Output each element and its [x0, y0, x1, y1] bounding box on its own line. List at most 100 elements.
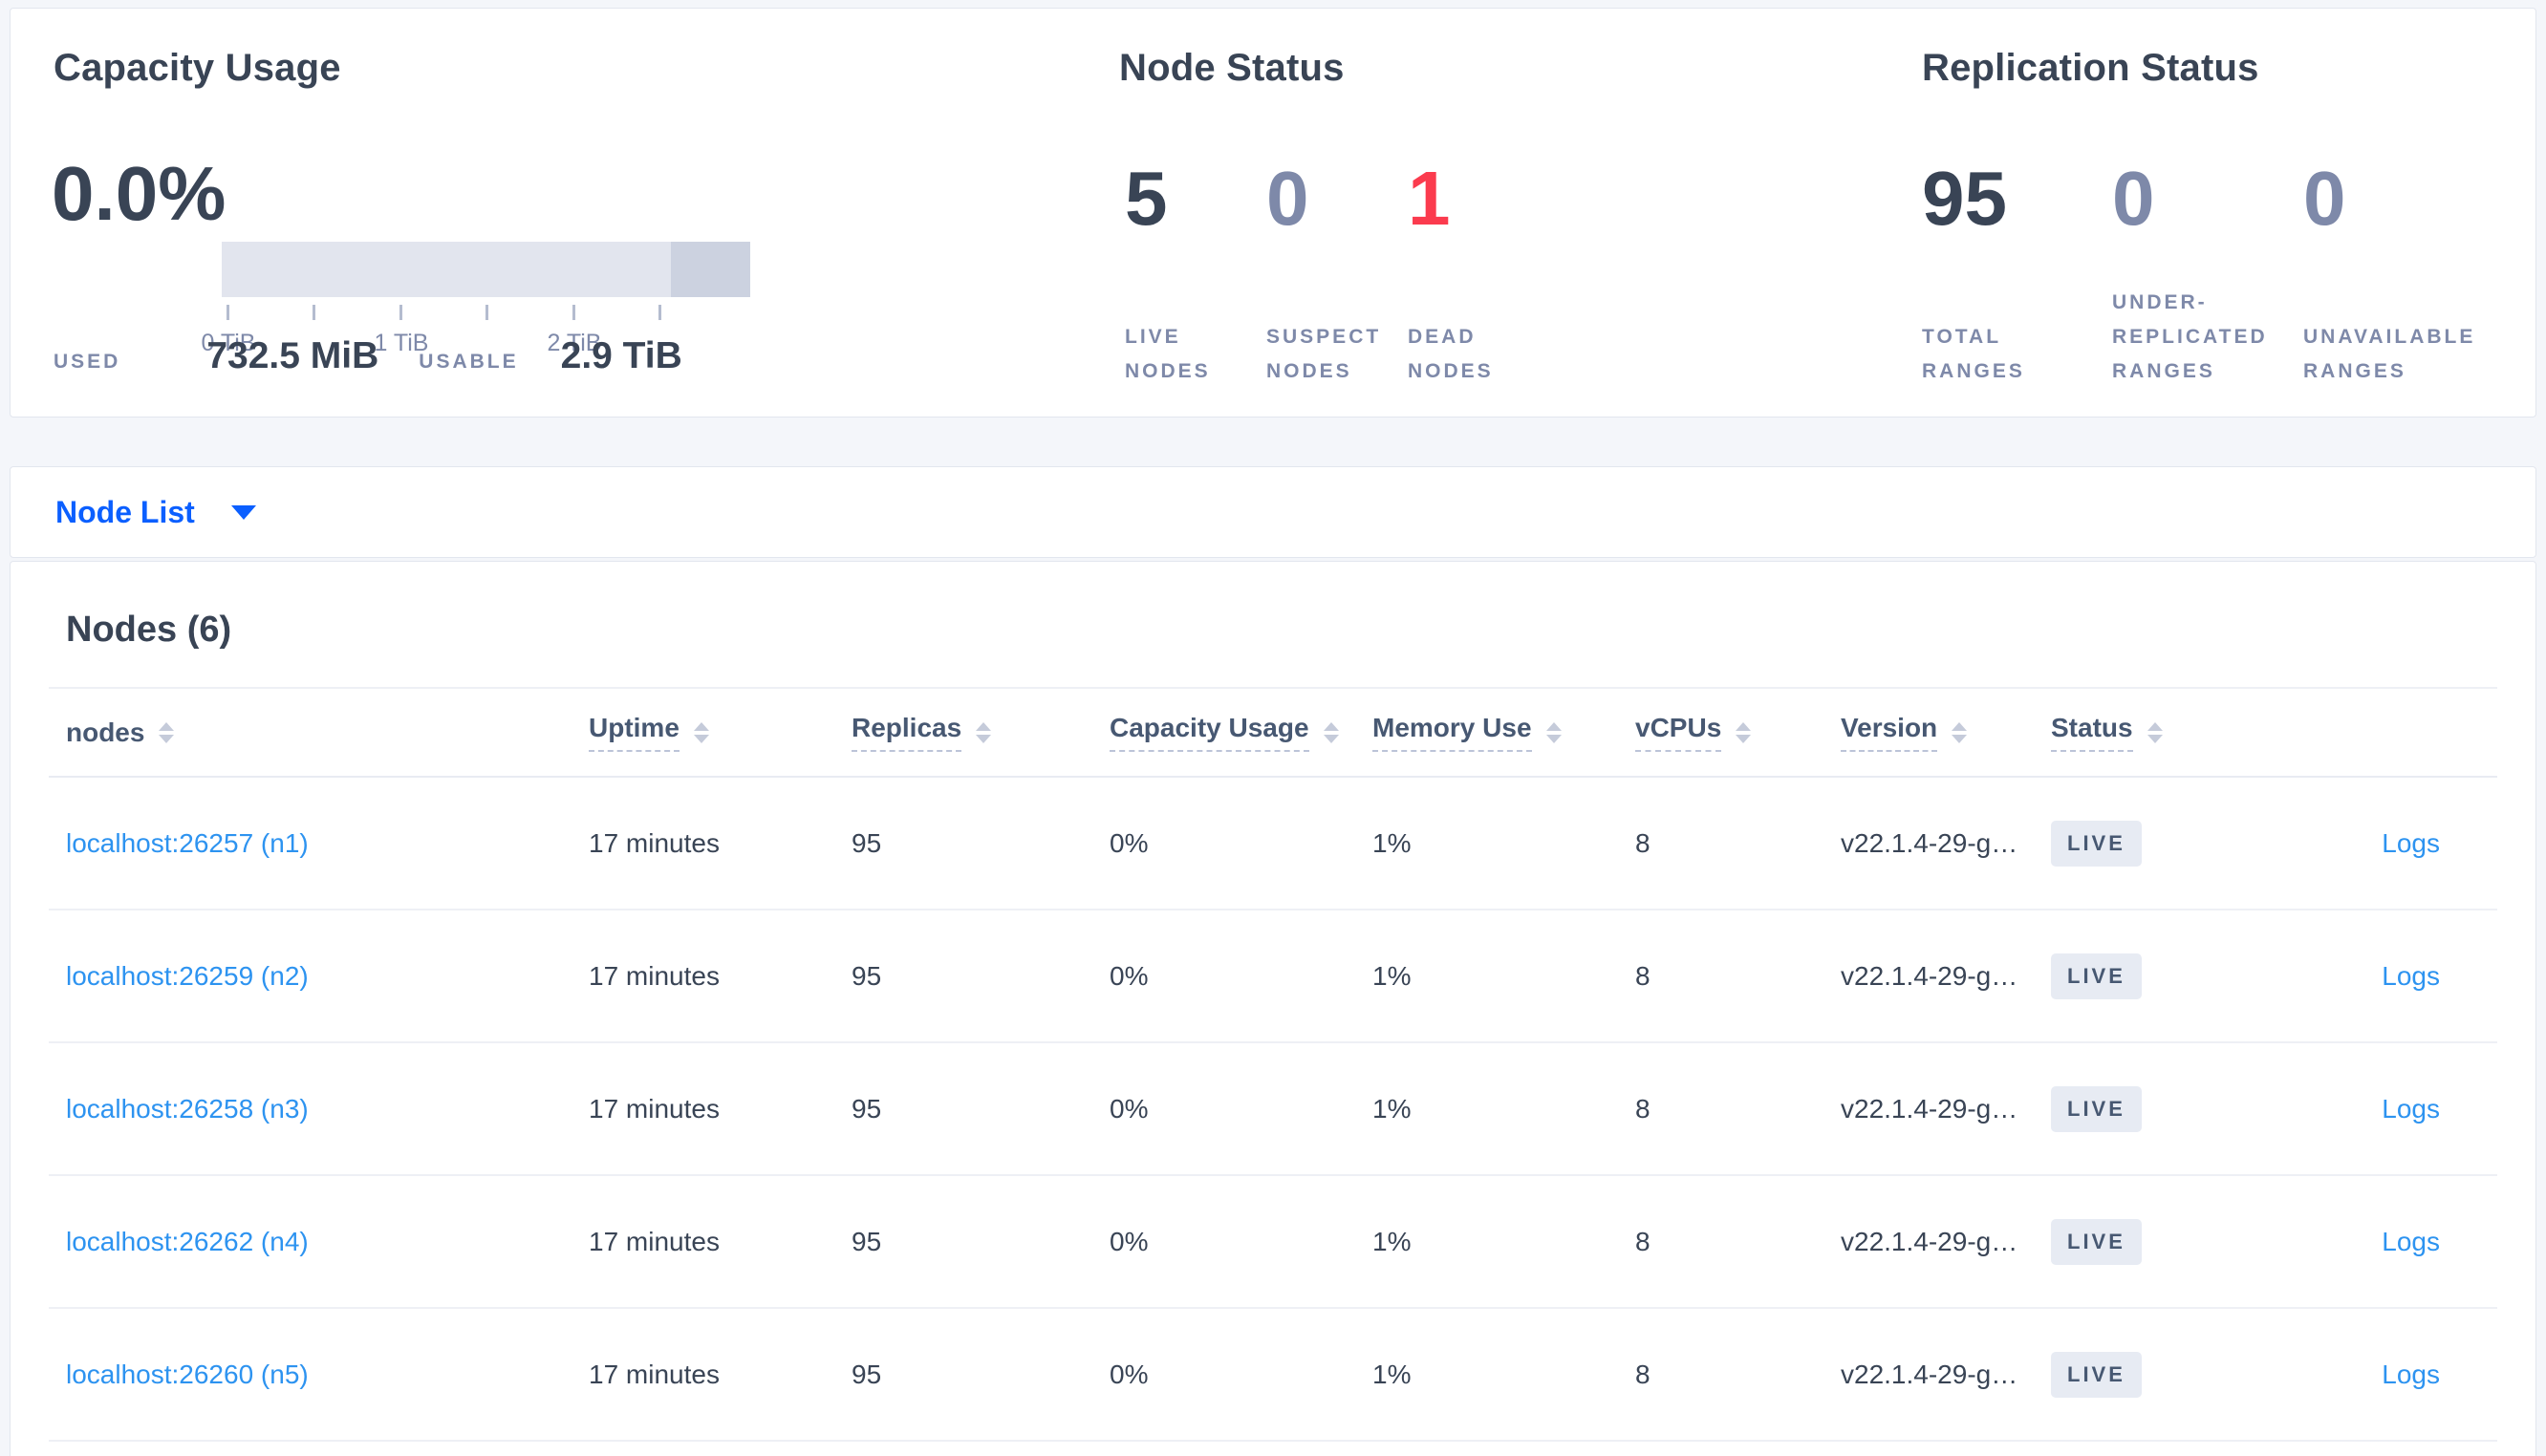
nodes-table-title: Nodes (6): [66, 610, 232, 650]
version-cell: v22.1.4-29-g…: [1841, 827, 2018, 858]
under-replicated-label: UNDER-REPLICATED RANGES: [2112, 291, 2268, 382]
capacity-bar-used-segment: [671, 242, 750, 297]
vcpus-cell: 8: [1635, 960, 1651, 991]
replicas-cell: 95: [852, 1359, 882, 1389]
sort-icon: [976, 721, 992, 743]
dead-nodes-label: DEAD NODES: [1408, 326, 1494, 382]
nodes-table: nodes Uptime Replicas Capacity Usage Mem…: [49, 687, 2497, 1442]
capacity-usage-cell: 0%: [1110, 827, 1149, 858]
node-link[interactable]: localhost:26262 (n4): [66, 1226, 309, 1256]
memory-use-cell: 1%: [1372, 1359, 1412, 1389]
logs-link[interactable]: Logs: [2382, 1093, 2440, 1124]
memory-use-cell: 1%: [1372, 827, 1412, 858]
sort-icon: [159, 721, 175, 743]
unavailable-ranges-stat: 0 UNAVAILABLE RANGES: [2303, 160, 2537, 389]
capacity-used-percent: 0.0%: [52, 151, 227, 236]
table-row: localhost:26257 (n1) 17 minutes 95 0% 1%…: [49, 778, 2497, 910]
column-header-status[interactable]: Status: [2051, 713, 2271, 752]
column-header-uptime[interactable]: Uptime: [589, 713, 852, 752]
memory-use-cell: 1%: [1372, 1226, 1412, 1256]
capacity-usage-cell: 0%: [1110, 1226, 1149, 1256]
column-header-nodes[interactable]: nodes: [66, 717, 589, 748]
suspect-nodes-label: SUSPECT NODES: [1266, 326, 1382, 382]
total-ranges-label: TOTAL RANGES: [1922, 326, 2025, 382]
sort-icon: [2147, 721, 2163, 743]
nodes-table-panel: Nodes (6) nodes Uptime Replicas Capacity…: [10, 561, 2536, 1456]
sort-icon: [1323, 721, 1339, 743]
live-nodes-count: 5: [1125, 156, 1168, 241]
table-row: localhost:26259 (n2) 17 minutes 95 0% 1%…: [49, 910, 2497, 1043]
dead-nodes-count: 1: [1408, 156, 1451, 241]
sort-icon: [1545, 721, 1562, 743]
capacity-usage-title: Capacity Usage: [54, 47, 341, 89]
dead-nodes-stat: 1 DEAD NODES: [1408, 160, 1565, 389]
capacity-axis-ticks: [222, 305, 750, 324]
sort-icon: [693, 721, 709, 743]
version-cell: v22.1.4-29-g…: [1841, 1359, 2018, 1389]
view-selector-label: Node List: [55, 494, 195, 529]
uptime-cell: 17 minutes: [589, 1359, 720, 1389]
total-ranges-stat: 95 TOTAL RANGES: [1922, 160, 2108, 389]
uptime-cell: 17 minutes: [589, 827, 720, 858]
view-selector-dropdown[interactable]: Node List: [55, 495, 256, 530]
status-badge: LIVE: [2051, 820, 2142, 867]
tick-label-1tib: 1 TiB: [374, 330, 429, 356]
chevron-down-icon: [230, 504, 256, 520]
status-badge: LIVE: [2051, 1085, 2142, 1132]
uptime-cell: 17 minutes: [589, 1093, 720, 1124]
column-header-version[interactable]: Version: [1841, 713, 2051, 752]
uptime-cell: 17 minutes: [589, 960, 720, 991]
suspect-nodes-count: 0: [1266, 156, 1309, 241]
column-header-replicas[interactable]: Replicas: [852, 713, 1110, 752]
column-header-capacity-usage[interactable]: Capacity Usage: [1110, 713, 1372, 752]
capacity-bar-chart: 0 TiB 1 TiB 2 TiB: [202, 242, 750, 358]
replicas-cell: 95: [852, 960, 882, 991]
table-row: localhost:26260 (n5) 17 minutes 95 0% 1%…: [49, 1309, 2497, 1442]
capacity-usage-cell: 0%: [1110, 1093, 1149, 1124]
capacity-legend: USED 732.5 MiB USABLE 2.9 TiB: [54, 335, 682, 377]
under-replicated-ranges-stat: 0 UNDER-REPLICATED RANGES: [2112, 160, 2351, 389]
logs-link[interactable]: Logs: [2382, 1359, 2440, 1389]
tick-label-0tib: 0 TiB: [201, 330, 256, 356]
used-label: USED: [54, 351, 121, 373]
cluster-summary-panel: Capacity Usage 0.0% 0 TiB 1 TiB 2 TiB US…: [10, 8, 2536, 418]
node-link[interactable]: localhost:26258 (n3): [66, 1093, 309, 1124]
column-header-vcpus[interactable]: vCPUs: [1635, 713, 1841, 752]
node-link[interactable]: localhost:26260 (n5): [66, 1359, 309, 1389]
status-badge: LIVE: [2051, 1218, 2142, 1265]
logs-link[interactable]: Logs: [2382, 1226, 2440, 1256]
capacity-axis-labels: 0 TiB 1 TiB 2 TiB: [202, 330, 750, 358]
replicas-cell: 95: [852, 1093, 882, 1124]
table-row: localhost:26258 (n3) 17 minutes 95 0% 1%…: [49, 1043, 2497, 1176]
column-header-memory-use[interactable]: Memory Use: [1372, 713, 1635, 752]
table-row: localhost:26262 (n4) 17 minutes 95 0% 1%…: [49, 1176, 2497, 1309]
replicas-cell: 95: [852, 827, 882, 858]
status-badge: LIVE: [2051, 1351, 2142, 1398]
node-status-title: Node Status: [1119, 47, 1345, 89]
suspect-nodes-stat: 0 SUSPECT NODES: [1266, 160, 1410, 389]
replication-status-title: Replication Status: [1922, 47, 2259, 89]
unavailable-count: 0: [2303, 156, 2346, 241]
logs-link[interactable]: Logs: [2382, 827, 2440, 858]
status-badge: LIVE: [2051, 953, 2142, 999]
capacity-bar: [222, 242, 750, 297]
unavailable-label: UNAVAILABLE RANGES: [2303, 326, 2476, 382]
view-selector-bar: Node List: [10, 466, 2536, 558]
total-ranges-count: 95: [1922, 156, 2007, 241]
usable-value: 2.9 TiB: [560, 335, 682, 376]
used-value: 732.5 MiB: [206, 335, 379, 376]
logs-link[interactable]: Logs: [2382, 960, 2440, 991]
vcpus-cell: 8: [1635, 1359, 1651, 1389]
vcpus-cell: 8: [1635, 1093, 1651, 1124]
capacity-usage-cell: 0%: [1110, 960, 1149, 991]
version-cell: v22.1.4-29-g…: [1841, 960, 2018, 991]
sort-icon: [1736, 721, 1752, 743]
memory-use-cell: 1%: [1372, 960, 1412, 991]
tick-label-2tib: 2 TiB: [547, 330, 602, 356]
uptime-cell: 17 minutes: [589, 1226, 720, 1256]
version-cell: v22.1.4-29-g…: [1841, 1093, 2018, 1124]
node-link[interactable]: localhost:26257 (n1): [66, 827, 309, 858]
node-link[interactable]: localhost:26259 (n2): [66, 960, 309, 991]
live-nodes-stat: 5 LIVE NODES: [1125, 160, 1263, 389]
